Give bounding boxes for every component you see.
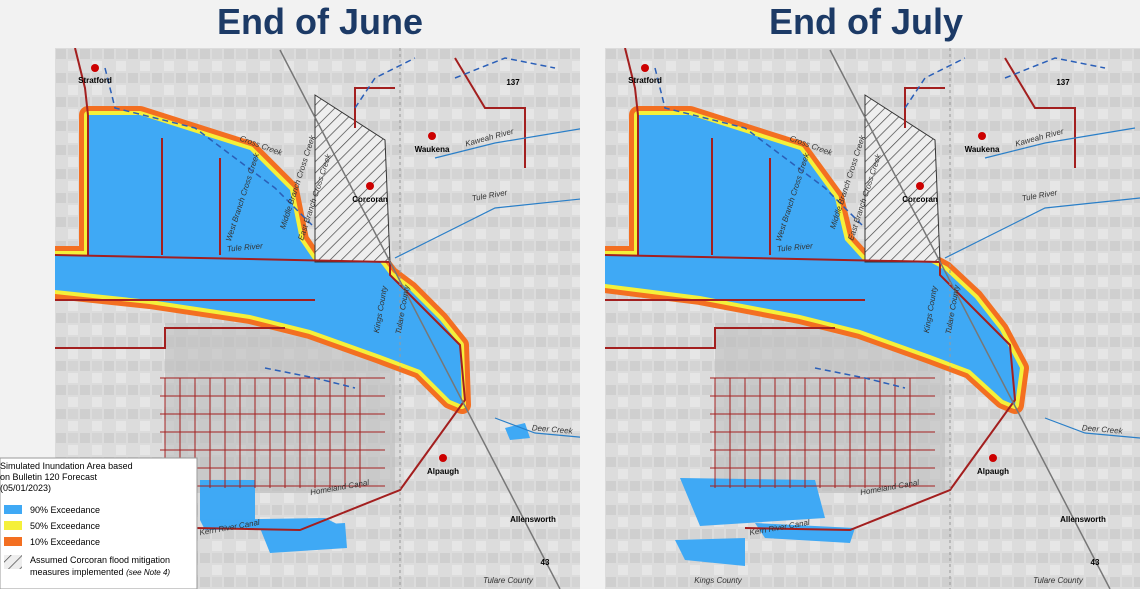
road [55, 327, 285, 349]
creek [904, 57, 966, 109]
place-label: Corcoran [902, 195, 938, 204]
railroad [829, 49, 1111, 589]
creek [1044, 417, 1140, 439]
town-marker [978, 132, 986, 140]
road [354, 87, 395, 128]
legend-item: Assumed Corcoran flood mitigation [30, 555, 170, 565]
legend-item: 50% Exceedance [30, 521, 100, 531]
creek [354, 57, 416, 109]
flood-90pct [260, 523, 347, 553]
place-label: Tulare County [483, 576, 534, 585]
place-label: 137 [506, 78, 520, 87]
map-title: End of July [769, 1, 963, 42]
legend: Simulated Inundation Area based on Bulle… [0, 457, 198, 589]
creek [654, 67, 866, 229]
town-marker [641, 64, 649, 72]
road [605, 327, 835, 349]
flood-90pct [200, 480, 255, 520]
legend-swatch [4, 521, 22, 530]
legend-title: on Bulletin 120 Forecast [0, 472, 98, 482]
place-label: Deer Creek [531, 423, 574, 436]
town-marker [366, 182, 374, 190]
road [74, 48, 89, 116]
creek [984, 127, 1136, 159]
place-label: Allensworth [510, 515, 556, 524]
creek [264, 367, 356, 389]
railroad [279, 49, 561, 589]
legend-note: (see Note 4) [126, 568, 170, 577]
town-marker [989, 454, 997, 462]
place-label: Alpaugh [427, 467, 459, 476]
flood-90pct [505, 423, 530, 440]
place-label: Tule River [227, 241, 264, 253]
creek [494, 417, 580, 438]
creek [1004, 57, 1106, 79]
place-label: Tulare County [1033, 576, 1084, 585]
road [904, 87, 945, 128]
place-label: Kings County [694, 576, 743, 585]
creek [104, 67, 316, 229]
town-marker [439, 454, 447, 462]
place-label: Waukena [965, 145, 1000, 154]
legend-item: 10% Exceedance [30, 537, 100, 547]
legend-title: Simulated Inundation Area based [0, 461, 133, 471]
legend-item: 90% Exceedance [30, 505, 100, 515]
place-label: 43 [541, 558, 550, 567]
creek [394, 198, 580, 259]
road [624, 48, 639, 116]
town-marker [91, 64, 99, 72]
creek [454, 57, 556, 79]
map-title: End of June [217, 1, 423, 42]
legend-swatch [4, 555, 22, 569]
flood-90pct [675, 538, 745, 566]
county-line [55, 254, 467, 532]
place-label: Stratford [78, 76, 112, 85]
legend-item: measures implemented [30, 567, 124, 577]
place-label: Allensworth [1060, 515, 1106, 524]
legend-item: measures implemented (see Note 4) [30, 567, 170, 577]
flood-90pct [680, 478, 825, 526]
place-label: Waukena [415, 145, 450, 154]
legend-swatch [4, 505, 22, 514]
place-label: Corcoran [352, 195, 388, 204]
place-label: Alpaugh [977, 467, 1009, 476]
place-label: Stratford [628, 76, 662, 85]
legend-title: (05/01/2023) [0, 483, 51, 493]
legend-swatch [4, 537, 22, 546]
place-label: 137 [1056, 78, 1070, 87]
county-line [605, 254, 1017, 532]
place-label: 43 [1091, 558, 1100, 567]
town-marker [428, 132, 436, 140]
creek [434, 128, 580, 159]
place-label: Deer Creek [1081, 423, 1124, 436]
creek [814, 367, 906, 389]
place-label: Tule River [777, 241, 814, 253]
town-marker [916, 182, 924, 190]
creek [944, 197, 1140, 259]
legend-box [0, 457, 198, 589]
